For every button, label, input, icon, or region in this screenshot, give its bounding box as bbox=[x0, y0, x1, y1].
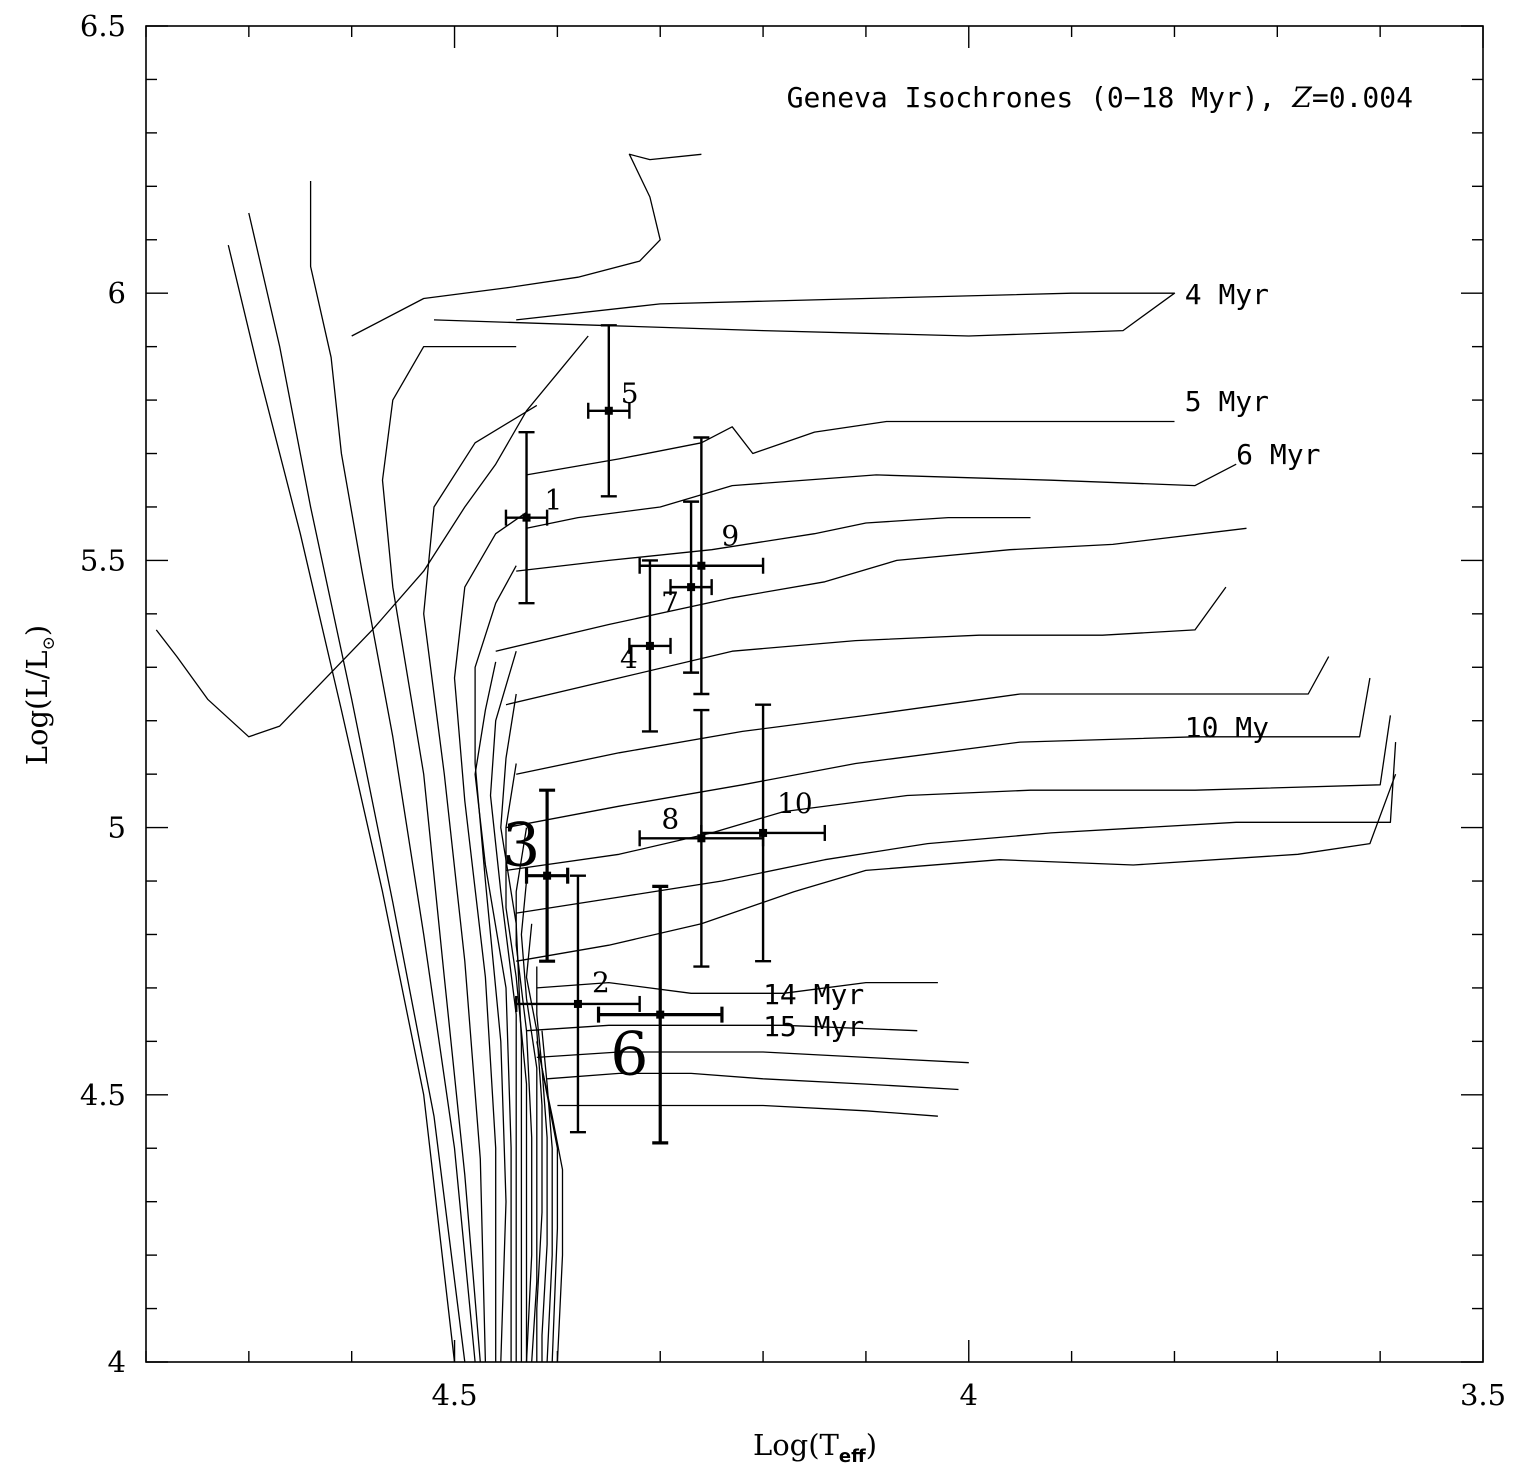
y-tick-label: 6.5 bbox=[80, 9, 126, 43]
isochrone-curve bbox=[227, 244, 456, 1363]
isochrone-curve bbox=[520, 880, 538, 1363]
star-label: 2 bbox=[592, 966, 610, 999]
y-tick-label: 6 bbox=[108, 276, 126, 310]
isochrone-curve bbox=[381, 345, 517, 1363]
y-tick-label: 4.5 bbox=[80, 1078, 126, 1112]
star-3: 3 bbox=[502, 788, 570, 963]
y-tick-label: 5 bbox=[108, 811, 126, 845]
star-label: 1 bbox=[545, 484, 563, 517]
star-marker bbox=[604, 406, 613, 415]
star-9: 9 bbox=[638, 436, 765, 696]
isochrone-curve bbox=[495, 527, 1247, 652]
star-label: 5 bbox=[621, 377, 639, 410]
star-marker bbox=[656, 1010, 665, 1019]
plot-border bbox=[145, 25, 1484, 1363]
star-marker bbox=[687, 583, 696, 592]
star-1: 1 bbox=[504, 430, 563, 605]
isochrone-label: 5 Myr bbox=[1185, 385, 1269, 418]
isochrone-label: 10 My bbox=[1185, 711, 1269, 744]
isochrone-curve bbox=[526, 463, 1237, 529]
isochrone-curve bbox=[423, 404, 538, 1363]
isochrone-curve bbox=[489, 651, 517, 1362]
isochrone-curve bbox=[541, 1067, 564, 1363]
star-label: 10 bbox=[777, 787, 813, 820]
isochrone-curve bbox=[505, 677, 1371, 829]
isochrone-curve bbox=[433, 292, 1176, 337]
isochrone-label: 14 Myr bbox=[763, 978, 864, 1011]
isochrone-label: 6 Myr bbox=[1236, 438, 1320, 471]
star-5: 5 bbox=[587, 324, 639, 498]
star-marker bbox=[759, 828, 768, 837]
isochrone-curve bbox=[351, 153, 702, 337]
isochrone-curve bbox=[516, 773, 1397, 962]
star-marker bbox=[645, 641, 654, 650]
star-marker bbox=[697, 561, 706, 570]
tick-labels: 4.5 4 3.5 4 4.5 5 5.5 6 6.5 bbox=[80, 9, 1506, 1412]
isochrone-curve bbox=[505, 715, 1392, 872]
isochrone-curve bbox=[536, 981, 938, 994]
star-marker bbox=[543, 871, 552, 880]
isochrone-label: 15 Myr bbox=[763, 1010, 864, 1043]
star-label: 6 bbox=[610, 1020, 648, 1090]
star-label: 9 bbox=[721, 520, 739, 553]
y-tick-label: 5.5 bbox=[80, 543, 126, 577]
chart-title: Geneva Isochrones (0−18 Myr), Z=0.004 bbox=[787, 81, 1413, 114]
isochrone-curve bbox=[453, 511, 527, 1362]
isochrone-curves bbox=[155, 153, 1397, 1363]
x-tick-label: 3.5 bbox=[1460, 1378, 1506, 1412]
isochrone-curve bbox=[248, 212, 466, 1363]
star-7: 7 bbox=[661, 500, 713, 674]
plot-frame bbox=[145, 25, 1484, 1363]
star-4: 4 bbox=[620, 559, 672, 733]
star-label: 4 bbox=[620, 642, 638, 675]
isochrone-curve bbox=[536, 1051, 969, 1064]
y-tick-label: 4 bbox=[108, 1345, 126, 1379]
star-2: 2 bbox=[515, 874, 641, 1134]
isochrone-curve bbox=[547, 1072, 959, 1091]
x-tick-label: 4 bbox=[960, 1378, 978, 1412]
star-10: 10 bbox=[700, 703, 826, 963]
star-marker bbox=[522, 513, 531, 522]
x-axis-label: Log(Teff) bbox=[753, 1428, 877, 1467]
isochrone-curve bbox=[516, 656, 1330, 775]
star-label: 7 bbox=[661, 586, 679, 619]
isochrone-curve bbox=[505, 586, 1227, 706]
star-6: 6 bbox=[596, 884, 724, 1145]
isochrone-curve bbox=[526, 420, 1175, 476]
isochrone-curve bbox=[309, 181, 476, 1363]
star-marker bbox=[573, 999, 582, 1008]
star-label: 8 bbox=[661, 802, 679, 835]
isochrone-curve bbox=[474, 661, 512, 1362]
isochrone-curve bbox=[526, 1024, 918, 1032]
isochrone-curve bbox=[536, 966, 548, 1362]
star-label: 3 bbox=[502, 811, 540, 881]
isochrone-curve bbox=[155, 335, 589, 738]
stars: 1 2 3 4 5 6 7 8 9 10 bbox=[502, 324, 826, 1145]
y-axis-label: Log(L/L⊙) bbox=[20, 625, 59, 765]
isochrone-curve bbox=[516, 742, 1397, 914]
isochrone-curve bbox=[516, 516, 1031, 572]
isochrone-curve bbox=[557, 1104, 938, 1117]
isochrone-curve bbox=[541, 1030, 553, 1363]
x-tick-label: 4.5 bbox=[431, 1378, 477, 1412]
axis-ticks bbox=[145, 25, 1484, 1363]
isochrone-label: 4 Myr bbox=[1185, 278, 1269, 311]
isochrone-curve bbox=[525, 923, 543, 1362]
